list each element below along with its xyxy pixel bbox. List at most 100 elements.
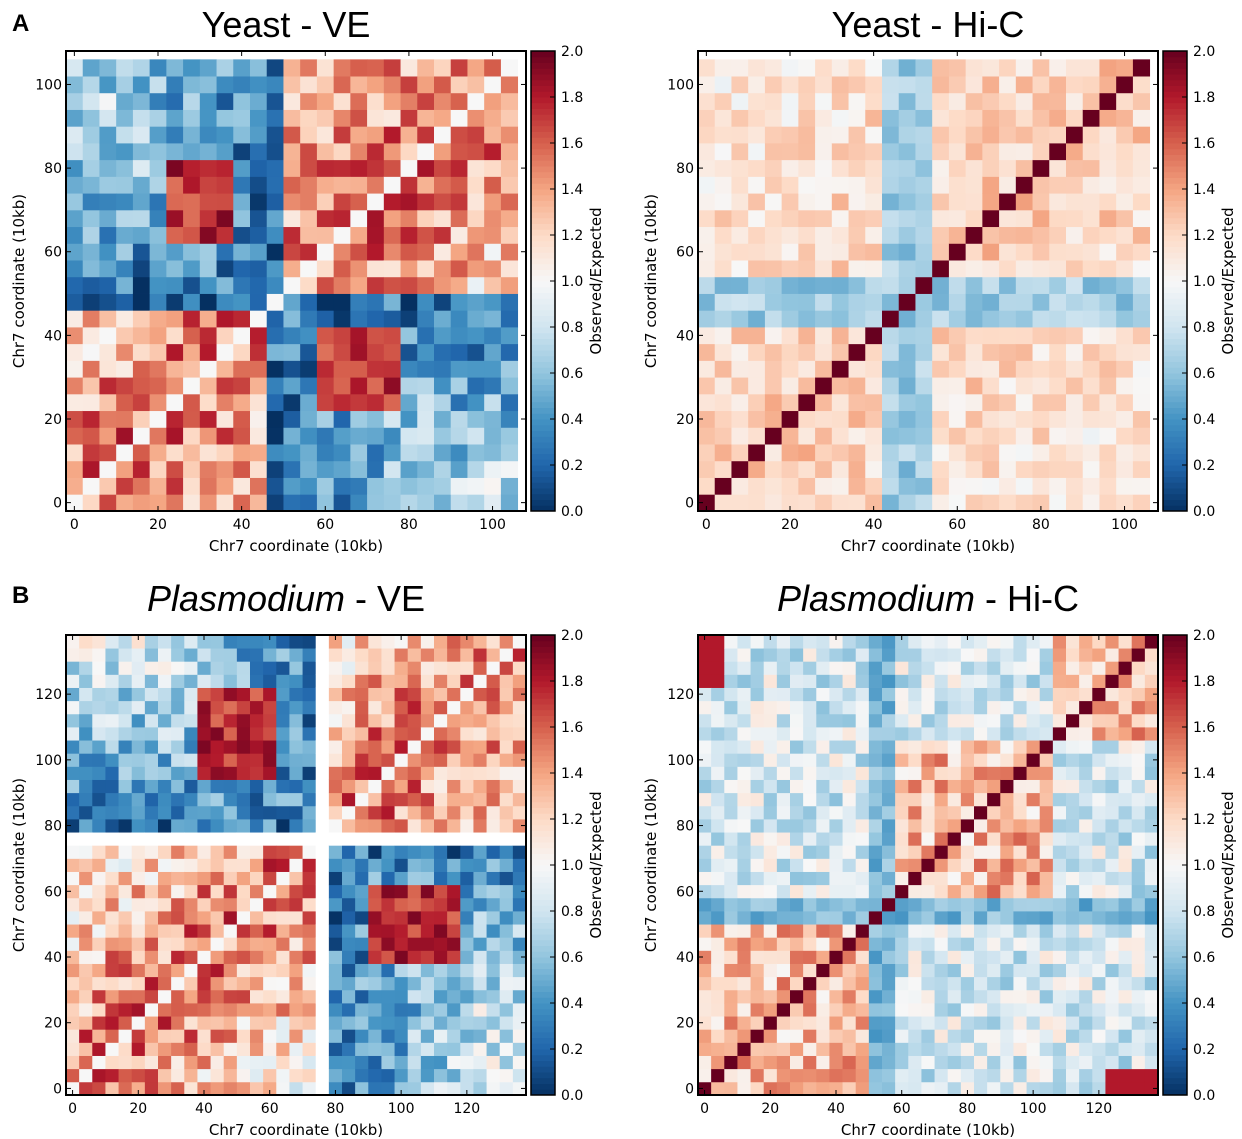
heatmap-cell — [381, 976, 395, 991]
colorbar-segment — [531, 378, 555, 385]
colorbar-segment — [1163, 853, 1187, 860]
heatmap-cell — [1092, 871, 1106, 886]
heatmap-cell — [882, 924, 896, 938]
colorbar-segment — [531, 189, 555, 196]
heatmap-cell — [400, 243, 418, 261]
heatmap-cell — [92, 897, 106, 912]
heatmap-cell — [1092, 648, 1106, 662]
heatmap-cell — [1039, 674, 1054, 688]
heatmap-cell — [499, 740, 514, 754]
heatmap-cell — [1026, 976, 1041, 991]
heatmap-cell — [932, 109, 950, 127]
heatmap-cell — [149, 193, 167, 211]
y-tick-label: 80 — [676, 161, 694, 177]
heatmap-cell — [763, 937, 778, 951]
heatmap-cell — [1066, 937, 1080, 951]
heatmap-cell — [105, 858, 119, 872]
heatmap-cell — [815, 310, 833, 328]
heatmap-cell — [99, 343, 117, 361]
heatmap-cell — [223, 950, 238, 964]
heatmap-cell — [1026, 1016, 1041, 1030]
heatmap-cell — [781, 460, 799, 478]
colorbar-segment — [1163, 344, 1187, 351]
heatmap-cell — [302, 963, 317, 978]
heatmap-cell — [698, 193, 716, 211]
heatmap-cell — [197, 1042, 211, 1056]
heatmap-cell — [908, 950, 922, 964]
heatmap-cell — [447, 635, 461, 649]
heatmap-cell — [158, 976, 172, 991]
heatmap-cell — [868, 792, 883, 807]
heatmap-cell — [197, 1003, 211, 1017]
heatmap-cell — [724, 766, 738, 780]
heatmap-cell — [698, 845, 712, 859]
heatmap-cell — [105, 713, 119, 728]
heatmap-cell — [276, 635, 290, 649]
heatmap-cell — [1066, 76, 1084, 94]
heatmap-cell — [420, 1081, 435, 1096]
heatmap-cell — [921, 950, 935, 964]
heatmap-cell — [1049, 193, 1067, 211]
heatmap-cell — [764, 226, 783, 244]
heatmap-cell — [842, 911, 857, 925]
heatmap-cell — [865, 343, 883, 361]
heatmap-cell — [417, 444, 435, 462]
heatmap-cell — [1026, 1003, 1041, 1017]
heatmap-cell — [1066, 209, 1084, 228]
heatmap-cell — [1026, 858, 1041, 872]
heatmap-cell — [79, 897, 93, 912]
heatmap-cell — [999, 477, 1017, 495]
heatmap-cell — [960, 792, 975, 807]
heatmap-cell — [92, 1029, 106, 1043]
heatmap-cell — [512, 897, 527, 912]
heatmap-cell — [908, 713, 922, 728]
heatmap-cell — [450, 393, 468, 412]
heatmap-cell — [816, 832, 830, 846]
heatmap-cell — [750, 661, 765, 675]
heatmap-cell — [223, 1081, 238, 1096]
heatmap-cell — [1039, 845, 1054, 859]
heatmap-cell — [99, 460, 117, 478]
heatmap-cell — [407, 924, 422, 938]
heatmap-cell — [92, 700, 106, 715]
heatmap-cell — [763, 635, 778, 649]
chart-title-rest: - VE — [345, 578, 426, 619]
heatmap-cell — [829, 700, 843, 715]
heatmap-cell — [1032, 243, 1050, 261]
heatmap-cell — [1052, 819, 1067, 833]
heatmap-cell — [486, 871, 501, 886]
heatmap-cell — [266, 427, 284, 445]
heatmap-cell — [197, 924, 211, 938]
heatmap-cell — [737, 1003, 751, 1017]
heatmap-cell — [776, 687, 791, 702]
heatmap-cell — [79, 635, 93, 649]
x-axis-label: Chr7 coordinate (10kb) — [841, 537, 1015, 555]
colorbar-segment — [1163, 773, 1187, 780]
heatmap-cell — [848, 193, 866, 211]
heatmap-cell — [486, 740, 501, 754]
heatmap-cell — [776, 858, 791, 872]
heatmap-cell — [99, 260, 117, 278]
heatmap-cell — [400, 92, 418, 110]
heatmap-cell — [263, 805, 277, 820]
heatmap-cell — [223, 713, 238, 728]
colorbar-segment — [531, 675, 555, 682]
colorbar-segment — [531, 465, 555, 472]
heatmap-cell — [1079, 937, 1093, 951]
heatmap-cell — [118, 1003, 133, 1017]
heatmap-cell — [283, 410, 301, 428]
heatmap-cell — [908, 1042, 922, 1056]
heatmap-cell — [460, 1055, 474, 1070]
colorbar-segment — [531, 727, 555, 734]
heatmap-cell — [790, 832, 804, 846]
heatmap-cell — [1099, 393, 1117, 412]
heatmap-cell — [781, 427, 799, 445]
heatmap-cell — [316, 343, 335, 361]
heatmap-cell — [197, 989, 211, 1004]
heatmap-cell — [1049, 276, 1067, 294]
heatmap-cell — [1000, 700, 1014, 715]
heatmap-cell — [328, 805, 343, 820]
heatmap-cell — [724, 1081, 738, 1096]
heatmap-cell — [882, 871, 896, 886]
heatmap-cell — [1039, 989, 1054, 1004]
